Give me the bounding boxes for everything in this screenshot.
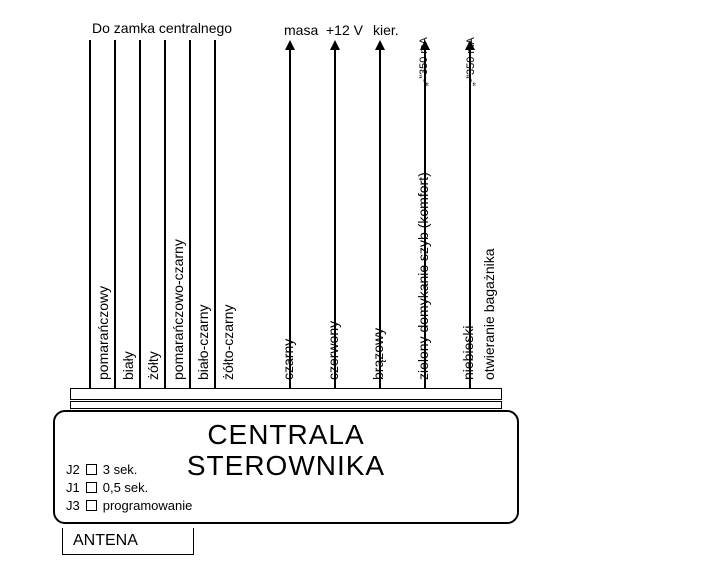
jumper-value: programowanie — [103, 498, 193, 513]
wire — [189, 40, 191, 388]
jumper-name: J3 — [66, 498, 80, 513]
arrow-up-icon — [420, 40, 430, 50]
jumper-checkbox-icon — [86, 500, 97, 511]
jumper-checkbox-icon — [86, 464, 97, 475]
wire — [89, 40, 91, 388]
jumper-value: 3 sek. — [103, 462, 138, 477]
arrow-up-icon — [330, 40, 340, 50]
top-label: kier. — [373, 22, 399, 38]
arrow-up-icon — [465, 40, 475, 50]
wire-label: żółty — [145, 351, 161, 380]
top-label: masa — [284, 22, 318, 38]
wire — [114, 40, 116, 388]
wire — [214, 40, 216, 388]
wire-label: niebieski — [460, 326, 476, 380]
jumper-name: J1 — [66, 480, 80, 495]
wire-label: biało-czarny — [195, 305, 211, 380]
connector-bar — [70, 388, 502, 400]
controller-title-line1: CENTRALA — [55, 420, 517, 451]
wire — [139, 40, 141, 388]
jumper-row: J3 programowanie — [66, 498, 192, 513]
wire-label: biały — [120, 351, 136, 380]
jumper-row: J2 3 sek. — [66, 462, 137, 477]
wire — [289, 42, 291, 388]
header-label: Do zamka centralnego — [92, 20, 232, 36]
jumper-name: J2 — [66, 462, 80, 477]
wire-label: zielony domykanie szyb (komfort) — [415, 172, 431, 380]
wire-label: pomarańczowo-czarny — [170, 239, 186, 380]
wire-label: czarny — [280, 339, 296, 380]
wire-label: czerwony — [325, 321, 341, 380]
wire — [164, 40, 166, 388]
wire-label: pomarańczowy — [95, 286, 111, 380]
jumper-value: 0,5 sek. — [103, 480, 149, 495]
wire-label: otwieranie bagażnika — [481, 248, 497, 380]
jumper-row: J1 0,5 sek. — [66, 480, 148, 495]
arrow-up-icon — [375, 40, 385, 50]
wire-label: brązowy — [370, 328, 386, 380]
top-label: +12 V — [326, 22, 363, 38]
arrow-up-icon — [285, 40, 295, 50]
antena-box: ANTENA — [62, 528, 194, 555]
connector-bar — [70, 401, 502, 409]
jumper-checkbox-icon — [86, 482, 97, 493]
wire-label: żółto-czarny — [220, 305, 236, 380]
